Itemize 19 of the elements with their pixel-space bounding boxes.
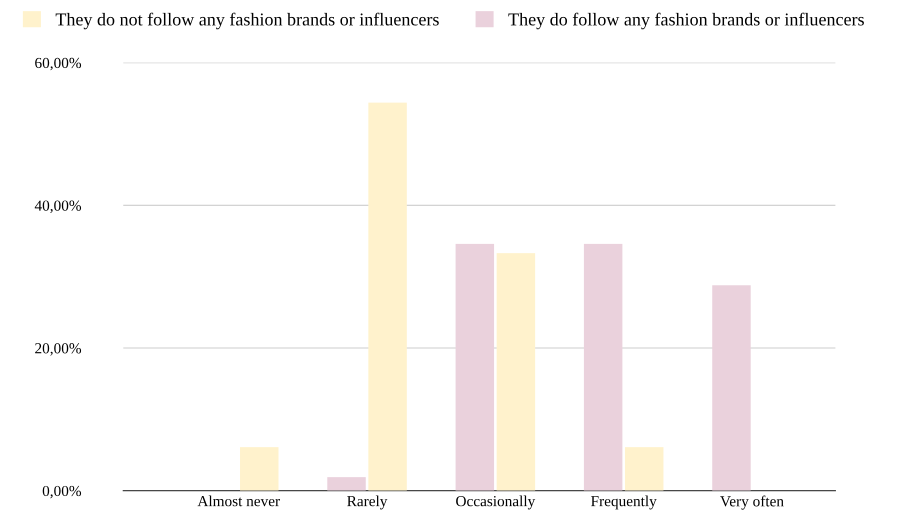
bar bbox=[624, 447, 664, 491]
y-tick-label: 40,00% bbox=[34, 200, 82, 213]
x-tick-label: Very often bbox=[720, 496, 784, 510]
bar bbox=[584, 244, 622, 491]
x-tick-label: Frequently bbox=[591, 496, 657, 510]
x-tick-label: Rarely bbox=[347, 496, 388, 510]
bar bbox=[368, 102, 407, 491]
legend-label: They do not follow any fashion brands or influencers bbox=[56, 12, 439, 30]
bar bbox=[712, 285, 751, 491]
y-tick-label: 60,00% bbox=[35, 58, 82, 70]
bar bbox=[240, 447, 279, 491]
legend-label: They do follow any fashion brands or influencers bbox=[508, 12, 864, 30]
bar bbox=[456, 244, 494, 491]
x-tick-label: Occasionally bbox=[456, 496, 536, 510]
bar bbox=[327, 477, 366, 491]
y-tick-label: 0,00% bbox=[42, 486, 82, 498]
x-tick-label: Almost never bbox=[198, 496, 280, 506]
bar bbox=[496, 253, 536, 491]
y-tick-label: 20,00% bbox=[35, 343, 82, 356]
